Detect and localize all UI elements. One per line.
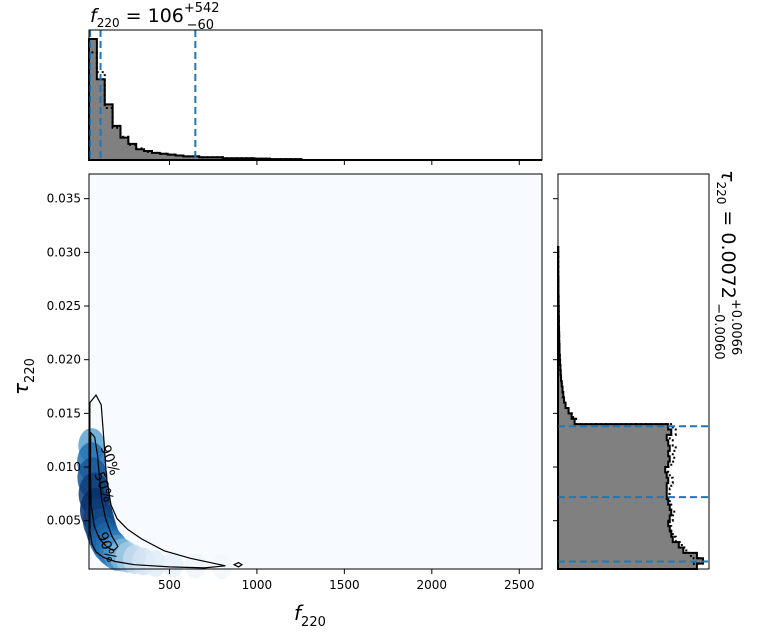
- y-tick-label: 0.025: [47, 299, 81, 313]
- joint-frame: [88, 173, 543, 570]
- density-cell: [162, 551, 184, 578]
- contour-line: [89, 431, 119, 552]
- y-tick-label: 0.035: [47, 192, 81, 206]
- y-axis-title: τ220: [9, 358, 38, 395]
- f220-marginal-title: f220 = 106+542 −60: [90, 1, 220, 33]
- f220-title-subscript: 220: [97, 16, 120, 30]
- tau220-title-err-plus: +0.0066: [728, 299, 743, 355]
- tau220-title-value: = 0.0072: [717, 204, 739, 298]
- y-tick-label: 0.005: [47, 514, 81, 528]
- y-axis-title-subscript: 220: [23, 358, 38, 383]
- x-tick-label: 500: [158, 578, 181, 592]
- tau220-marginal-histogram: [557, 173, 710, 570]
- tau220-title-symbol: τ: [717, 170, 739, 182]
- contour-line: [89, 394, 226, 569]
- joint-density-panel: 90%50%90%500 1000 1500 2000 25000.0050.0100.…: [47, 160, 558, 592]
- y-tick-label: 0.020: [47, 353, 81, 367]
- x-tick-label: 2500: [504, 578, 535, 592]
- y-axis-title-symbol: τ: [9, 382, 33, 395]
- y-tick-label: 0.015: [47, 406, 81, 420]
- top-panel-background: [89, 30, 542, 160]
- density-cell: [144, 550, 167, 577]
- f220-title-err-minus: −60: [187, 18, 214, 33]
- tau220-title-err-minus: −0.0060: [711, 303, 726, 359]
- tau220-marginal-title: τ220 = 0.0072+0.0066−0.0060: [711, 170, 743, 360]
- f220-title-value: = 106: [120, 5, 184, 27]
- joint-background: [89, 174, 542, 569]
- x-axis-title-symbol: f: [294, 601, 304, 625]
- x-axis-title: f220: [294, 601, 326, 630]
- top-panel-frame: [88, 29, 543, 161]
- density-cell: [185, 553, 206, 579]
- contour-line: [232, 561, 244, 568]
- x-tick-label: 1000: [242, 578, 273, 592]
- tau220-prior-histogram: [557, 246, 700, 570]
- y-tick-label: 0.010: [47, 460, 81, 474]
- f220-marginal-histogram: [88, 29, 543, 161]
- tau220-title-subscript: 220: [714, 181, 728, 204]
- x-axis-title-subscript: 220: [301, 615, 326, 630]
- f220-prior-histogram: [88, 51, 302, 161]
- f220-title-symbol: f: [90, 5, 100, 27]
- f220-title-err-plus: +542: [184, 1, 220, 16]
- x-tick-label: 2000: [417, 578, 448, 592]
- right-panel-frame: [557, 173, 710, 570]
- x-tick-label: 1500: [329, 578, 360, 592]
- density-cell: [211, 554, 233, 580]
- y-tick-label: 0.030: [47, 245, 81, 259]
